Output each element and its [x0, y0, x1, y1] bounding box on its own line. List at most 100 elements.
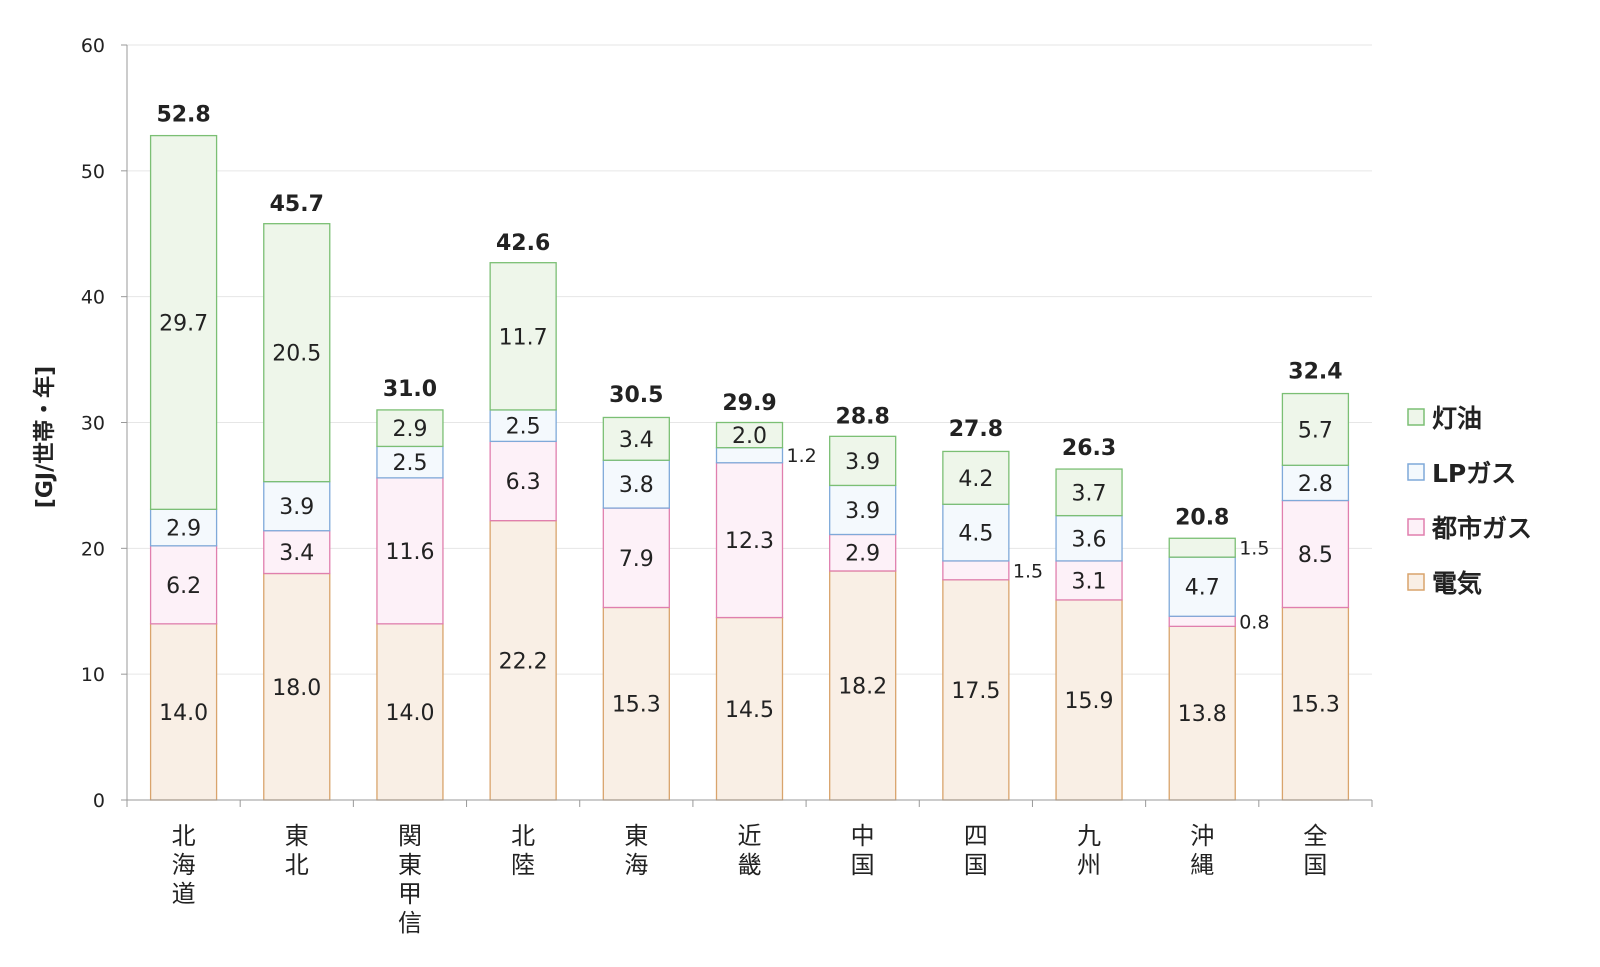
bar-segment [1168, 537, 1236, 558]
total-label: 42.6 [496, 231, 550, 256]
data-label: 29.7 [159, 311, 208, 336]
data-label: 3.9 [845, 499, 880, 524]
data-label: 4.5 [958, 522, 993, 547]
x-category-label: 北陸 [511, 822, 535, 879]
x-category-label: 東海 [624, 822, 648, 879]
bar-segment [829, 533, 897, 572]
bar-segment [263, 530, 331, 575]
data-label: 2.5 [392, 451, 427, 476]
bar-segment [942, 503, 1010, 562]
data-label: 1.5 [1239, 538, 1269, 560]
data-label: 3.9 [279, 495, 314, 520]
legend-label: 電気 [1432, 569, 1482, 598]
legend-entry: LPガス [1407, 459, 1516, 488]
y-tick-label: 0 [93, 790, 105, 812]
data-label: 1.5 [1013, 560, 1043, 582]
data-label: 2.8 [1298, 472, 1333, 497]
bar-segment [489, 262, 557, 411]
y-tick-label: 40 [81, 287, 105, 309]
data-label: 2.5 [506, 415, 541, 440]
data-label: 14.0 [385, 701, 434, 726]
bar-segment [829, 570, 897, 801]
data-label: 3.1 [1072, 569, 1107, 594]
bar-segment [263, 223, 331, 483]
x-category-label: 東北 [285, 822, 309, 879]
data-label: 14.0 [159, 701, 208, 726]
bar-segment [1281, 499, 1350, 609]
bar-segment [376, 477, 444, 625]
bar-segment [263, 572, 331, 801]
x-category-label: 九州 [1077, 822, 1101, 879]
total-label: 45.7 [270, 192, 324, 217]
bars: 14.0 6.2 2.9 29.7 52.8 18.0 3.4 3.9 20.5 45.7 14.0… [149, 103, 1350, 801]
data-label: 5.7 [1298, 418, 1333, 443]
data-label: 0.8 [1239, 611, 1269, 633]
data-label: 22.2 [499, 649, 548, 674]
data-label: 15.9 [1065, 689, 1114, 714]
data-label: 2.0 [732, 424, 767, 449]
data-label: 3.4 [619, 428, 654, 453]
total-label: 30.5 [609, 383, 663, 408]
total-label: 29.9 [722, 391, 776, 416]
data-label: 2.9 [166, 517, 201, 542]
x-category-label: 中国 [851, 822, 875, 879]
y-tick-label: 10 [81, 664, 105, 686]
data-label: 4.2 [958, 467, 993, 492]
data-label: 2.9 [845, 542, 880, 567]
data-label: 18.0 [272, 676, 321, 701]
legend-swatch [1407, 573, 1425, 591]
total-label: 20.8 [1175, 505, 1229, 530]
legend-swatch [1407, 463, 1425, 481]
data-label: 13.8 [1178, 702, 1227, 727]
data-label: 20.5 [272, 342, 321, 367]
x-category-label: 四国 [964, 822, 988, 879]
bar-segment [149, 545, 218, 625]
y-tick-label: 60 [81, 35, 105, 57]
data-label: 6.3 [506, 470, 541, 495]
data-label: 11.7 [499, 325, 548, 350]
x-category-label: 沖縄 [1190, 822, 1214, 879]
legend-swatch [1407, 408, 1425, 426]
bar-segment [1168, 556, 1236, 617]
bar-segment [942, 450, 1010, 505]
data-label: 6.2 [166, 574, 201, 599]
x-category-label: 北海道 [172, 822, 196, 908]
bar-segment [149, 508, 218, 547]
bar-segment [1168, 615, 1236, 627]
x-axis: 北海道 東北 関東甲信 北陸 東海 近畿 中国 四国 九州 沖縄 全国 [126, 799, 1373, 937]
y-axis: [GJ/世帯・年] 0 10 20 30 40 50 60 [32, 35, 128, 812]
total-label: 31.0 [383, 377, 437, 402]
bar-segment [149, 134, 218, 510]
bar-segment [263, 480, 331, 532]
y-tick-label: 20 [81, 538, 105, 560]
bar-segment [1168, 625, 1236, 801]
bar-segment [602, 416, 670, 461]
data-label: 18.2 [838, 674, 887, 699]
data-label: 11.6 [385, 540, 434, 565]
bar-segment [602, 459, 670, 509]
bar-segment [376, 409, 444, 448]
data-label: 3.6 [1072, 527, 1107, 552]
total-label: 26.3 [1062, 436, 1116, 461]
x-category-label: 全国 [1303, 822, 1327, 879]
total-label: 52.8 [156, 103, 210, 128]
legend-entry: 都市ガス [1407, 514, 1532, 543]
total-label: 28.8 [836, 405, 890, 430]
data-label: 15.3 [1291, 693, 1340, 718]
bar-segment [715, 421, 784, 449]
total-label: 32.4 [1288, 359, 1342, 384]
legend-entry: 灯油 [1407, 404, 1482, 433]
data-label: 3.4 [279, 541, 314, 566]
total-label: 27.8 [949, 417, 1003, 442]
data-label: 8.5 [1298, 543, 1333, 568]
legend-entry: 電気 [1407, 569, 1482, 598]
bar-segment [1281, 464, 1350, 502]
y-tick-label: 30 [81, 413, 105, 435]
data-label: 7.9 [619, 547, 654, 572]
y-tick-label: 50 [81, 161, 105, 183]
data-label: 1.2 [787, 445, 817, 467]
data-label: 2.9 [392, 417, 427, 442]
data-label: 4.7 [1185, 576, 1220, 601]
data-label: 12.3 [725, 529, 774, 554]
